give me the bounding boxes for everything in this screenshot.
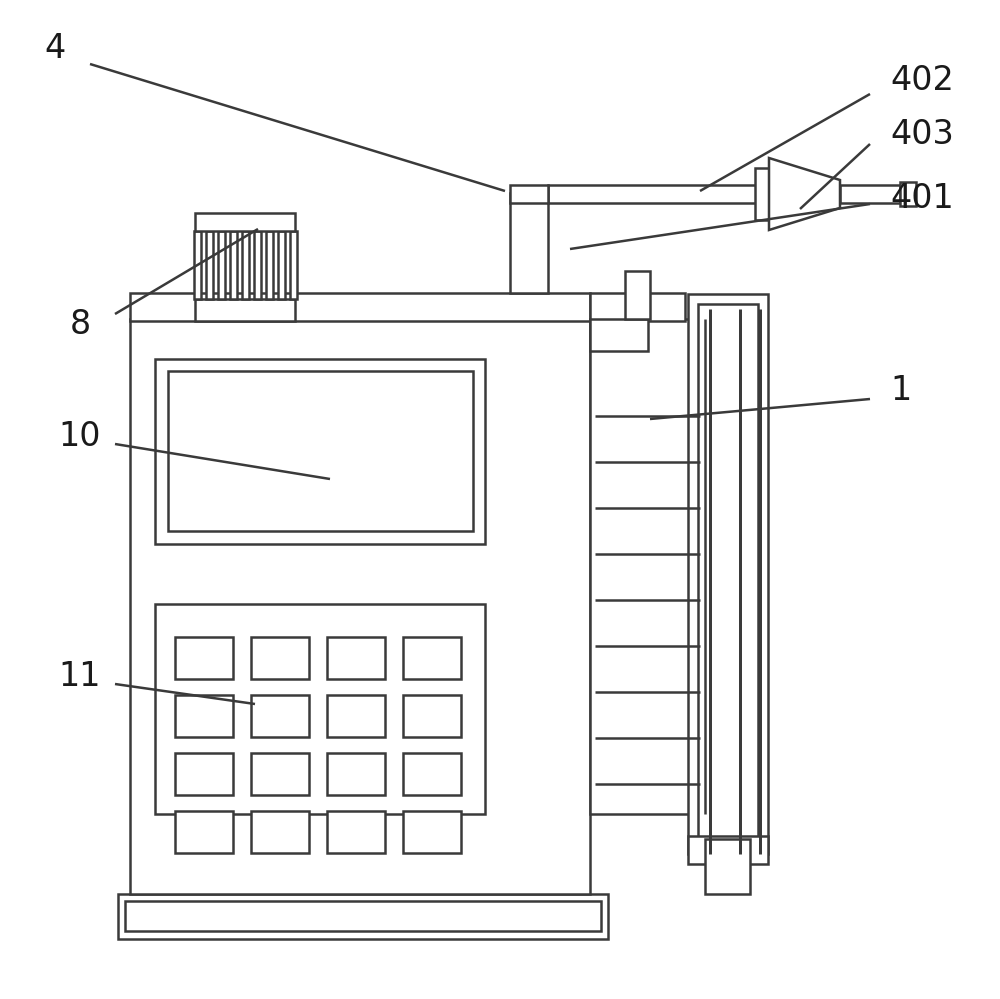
Bar [251,811,309,853]
Text: 401: 401 [890,183,954,216]
Bar [251,695,309,737]
Bar [175,695,233,737]
Bar [242,231,248,299]
Bar [278,231,285,299]
Bar [705,839,750,894]
Bar [688,294,768,854]
Bar [206,231,212,299]
Bar [168,371,473,531]
Bar [590,319,648,351]
Bar [218,231,224,299]
Bar [698,304,758,844]
Bar [155,359,485,544]
Bar [688,836,768,864]
Bar [195,213,295,231]
Bar [510,185,548,203]
Bar [403,811,461,853]
Bar [590,293,685,321]
Bar [118,894,608,939]
Text: 10: 10 [59,420,101,453]
Text: 402: 402 [890,65,954,98]
Bar [590,319,705,814]
Bar [327,753,385,795]
Bar [130,319,590,894]
Bar [327,695,385,737]
Polygon shape [769,158,840,230]
Bar [510,193,548,293]
Bar [195,299,295,321]
Bar [548,185,760,203]
Text: 1: 1 [890,375,911,408]
Bar [403,695,461,737]
Bar [900,182,916,206]
Bar [175,811,233,853]
Bar [266,231,272,299]
Bar [194,231,200,299]
Bar [230,231,237,299]
Bar [251,637,309,679]
Bar [840,185,900,203]
Bar [403,637,461,679]
Bar [327,637,385,679]
Bar [327,811,385,853]
Text: 4: 4 [44,33,66,66]
Bar [290,231,296,299]
Bar [254,231,260,299]
Bar [175,753,233,795]
Bar [625,271,650,319]
Bar [755,168,769,220]
Bar [403,753,461,795]
Bar [125,901,601,931]
Bar [251,753,309,795]
Text: 11: 11 [59,660,101,693]
Bar [175,637,233,679]
Text: 8: 8 [69,308,91,341]
Text: 403: 403 [890,118,954,151]
Bar [155,604,485,814]
Bar [130,293,590,321]
